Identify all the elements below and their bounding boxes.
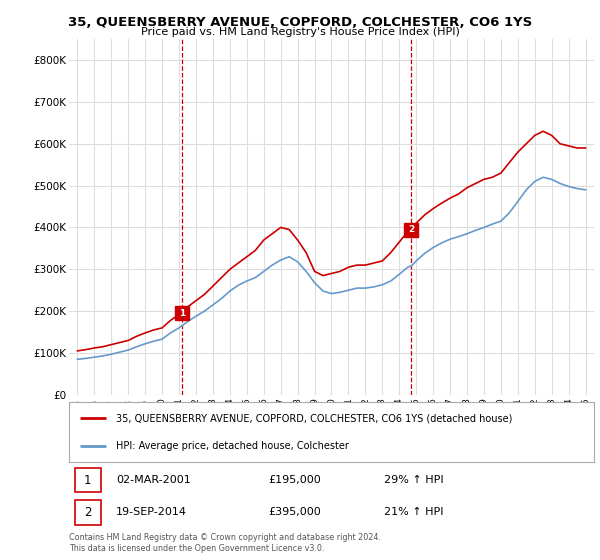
- Text: 35, QUEENSBERRY AVENUE, COPFORD, COLCHESTER, CO6 1YS: 35, QUEENSBERRY AVENUE, COPFORD, COLCHES…: [68, 16, 532, 29]
- Text: 2: 2: [409, 225, 415, 234]
- Text: Price paid vs. HM Land Registry's House Price Index (HPI): Price paid vs. HM Land Registry's House …: [140, 27, 460, 37]
- Text: Contains HM Land Registry data © Crown copyright and database right 2024.
This d: Contains HM Land Registry data © Crown c…: [69, 533, 381, 553]
- Text: 1: 1: [84, 474, 92, 487]
- Text: 19-SEP-2014: 19-SEP-2014: [116, 507, 187, 517]
- Text: 02-MAR-2001: 02-MAR-2001: [116, 475, 191, 486]
- Text: 21% ↑ HPI: 21% ↑ HPI: [384, 507, 443, 517]
- Text: £395,000: £395,000: [269, 507, 321, 517]
- Text: 2: 2: [84, 506, 92, 519]
- FancyBboxPatch shape: [76, 500, 101, 525]
- Text: HPI: Average price, detached house, Colchester: HPI: Average price, detached house, Colc…: [116, 441, 349, 451]
- Text: 35, QUEENSBERRY AVENUE, COPFORD, COLCHESTER, CO6 1YS (detached house): 35, QUEENSBERRY AVENUE, COPFORD, COLCHES…: [116, 413, 512, 423]
- Text: £195,000: £195,000: [269, 475, 321, 486]
- Text: 1: 1: [179, 309, 185, 318]
- FancyBboxPatch shape: [76, 468, 101, 492]
- Text: 29% ↑ HPI: 29% ↑ HPI: [384, 475, 443, 486]
